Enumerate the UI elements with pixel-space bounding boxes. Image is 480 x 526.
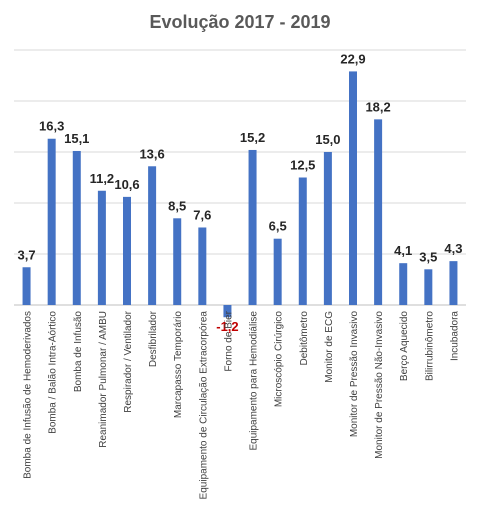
category-label: Equipamento de Circulação Extracorpórea <box>198 311 209 500</box>
data-label: 11,2 <box>90 171 115 186</box>
bar <box>273 238 282 305</box>
data-label: -1,2 <box>216 319 238 334</box>
data-label: 8,5 <box>168 198 186 213</box>
data-labels: 3,7 16,315,1 11,2 10,6 13,6 8,5 7,6 -1,2 15,2 6,5… <box>18 51 463 334</box>
data-label: 15,1 <box>64 131 89 146</box>
bar <box>323 152 332 305</box>
gridlines <box>14 49 466 306</box>
category-labels: Bomba de Infusão de Hemoderivados Bomba /… <box>23 310 461 499</box>
bar <box>198 227 207 305</box>
bar <box>173 218 182 305</box>
bars <box>22 71 458 318</box>
bar <box>298 177 307 305</box>
category-label: Monitor de ECG <box>324 311 335 383</box>
data-label: 6,5 <box>269 219 287 234</box>
data-label: 13,6 <box>139 146 164 161</box>
bar <box>97 190 106 305</box>
bar <box>123 196 131 305</box>
category-label: Equipamento para Hemodiálise <box>249 311 260 451</box>
data-label: 4,3 <box>444 241 462 256</box>
bar <box>248 149 257 305</box>
bar <box>72 150 81 305</box>
data-label: 18,2 <box>365 99 390 114</box>
bar <box>424 269 433 305</box>
bar <box>47 138 56 305</box>
category-label: Debitômetro <box>299 311 310 366</box>
data-label: 3,7 <box>18 247 36 262</box>
category-label: Marcapasso Temporário <box>173 311 184 419</box>
category-label: Bomba de Infusão de Hemoderivados <box>23 311 34 479</box>
bar <box>374 119 383 305</box>
category-label: Bilirrubinômetro <box>424 311 435 381</box>
category-label: Forno de Bier <box>223 310 234 371</box>
bar <box>349 71 357 305</box>
bar <box>148 166 157 305</box>
data-label: 15,2 <box>240 130 265 145</box>
data-label: 3,5 <box>419 249 437 264</box>
category-label: Reanimador Pulmonar / AMBU <box>98 311 109 448</box>
chart-title: Evolução 2017 - 2019 <box>149 12 330 32</box>
data-label: 10,6 <box>114 177 139 192</box>
data-label: 7,6 <box>193 207 211 222</box>
bar <box>223 305 232 318</box>
category-label: Berço Aquecido <box>399 311 410 381</box>
category-label: Desfibrilador <box>148 310 159 367</box>
category-label: Microscópio Cirúrgico <box>274 311 285 408</box>
bar <box>399 263 408 305</box>
bar <box>449 261 458 305</box>
category-label: Respirador / Ventilador <box>123 310 134 412</box>
category-label: Monitor de Pressão Não-Invasivo <box>374 311 385 459</box>
data-label: 15,0 <box>315 132 340 147</box>
category-label: Bomba de Infusão <box>73 311 84 393</box>
category-label: Incubadora <box>449 311 460 361</box>
data-label: 4,1 <box>394 243 412 258</box>
category-label: Monitor de Pressão Invasivo <box>349 311 360 438</box>
data-label: 12,5 <box>290 158 315 173</box>
data-label: 22,9 <box>340 51 365 66</box>
bar <box>22 267 31 305</box>
category-label: Bomba / Balão Intra-Aórtico <box>48 311 59 434</box>
data-label: 16,3 <box>39 119 64 134</box>
